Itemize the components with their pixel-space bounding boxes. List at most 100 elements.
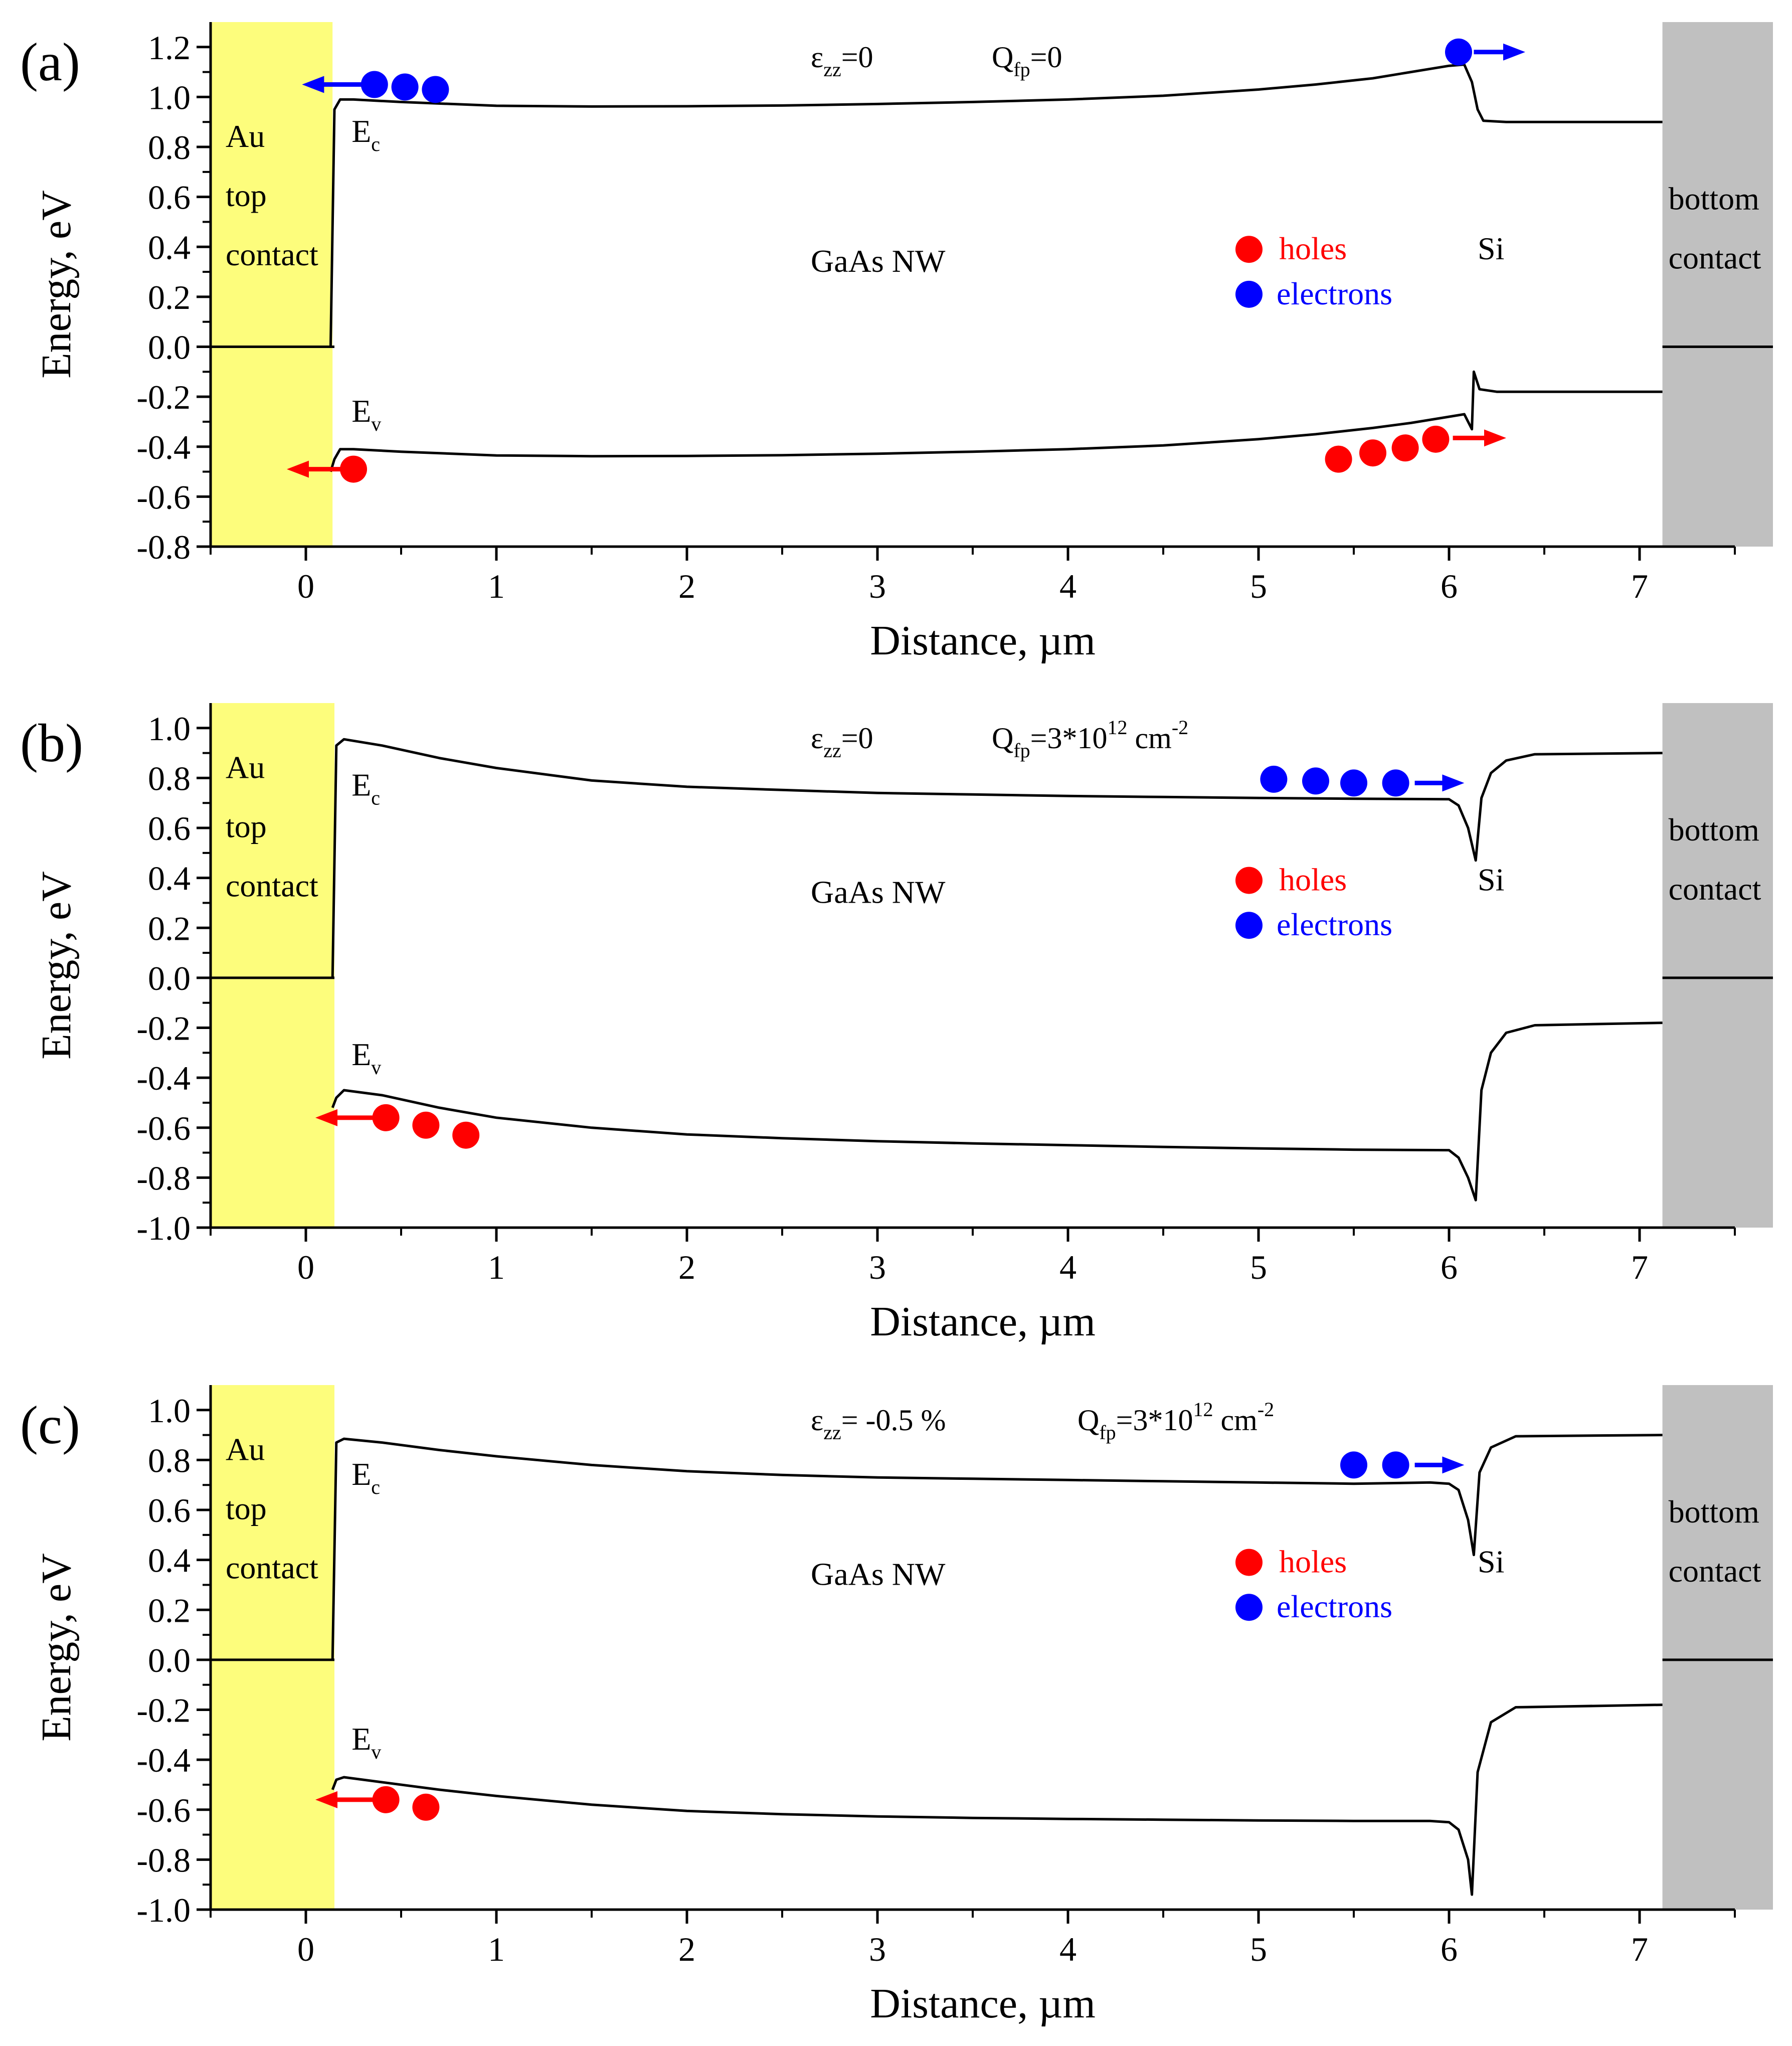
x-tick-label: 4 xyxy=(1059,1930,1077,1968)
ev-label: Ev xyxy=(351,393,381,435)
y-tick-label: -1.0 xyxy=(136,1209,191,1247)
x-tick-label: 2 xyxy=(678,567,695,605)
bottom-contact-region xyxy=(1662,703,1773,1228)
legend-electrons-marker xyxy=(1235,1594,1263,1621)
y-tick-label: 0.2 xyxy=(148,1591,191,1629)
legend-electrons-label: electrons xyxy=(1277,907,1392,942)
y-tick-label: 1.0 xyxy=(148,1392,191,1430)
legend-holes-label: holes xyxy=(1279,1544,1347,1580)
holes-arrow-head xyxy=(315,1109,337,1126)
panel-c: -1.0 -0.8 -0.6 -0.4 -0.2 0.0 0.2 0.4 0.6 0.8 1.0 0 1… xyxy=(20,1385,1773,2027)
legend-holes-marker xyxy=(1235,1549,1263,1576)
strain-annotation: εzz=0 xyxy=(811,722,873,762)
electron-marker xyxy=(1382,769,1409,797)
hole-marker xyxy=(1325,445,1352,473)
x-tick-label: 3 xyxy=(869,1930,886,1968)
y-tick-label: -0.2 xyxy=(136,1009,191,1048)
bottom-contact-region xyxy=(1662,22,1773,547)
top-contact-label-1: Au xyxy=(226,118,265,154)
top-contact-label-2: top xyxy=(226,178,267,213)
electron-marker xyxy=(1340,769,1367,797)
top-contact-label-3: contact xyxy=(226,1550,318,1585)
bottom-contact-label-2: contact xyxy=(1669,240,1761,276)
top-contact-label-1: Au xyxy=(226,749,265,785)
electron-marker xyxy=(1382,1451,1409,1479)
panel-label: (a) xyxy=(20,33,80,92)
top-contact-label-3: contact xyxy=(226,237,318,272)
nanowire-label: GaAs NW xyxy=(811,243,946,279)
y-tick-label: 0.8 xyxy=(148,128,191,166)
x-tick-label: 5 xyxy=(1250,567,1267,605)
x-tick-label: 6 xyxy=(1441,1930,1458,1968)
y-tick-label: 0.4 xyxy=(148,860,191,898)
electron-marker xyxy=(391,73,419,101)
bottom-contact-region xyxy=(1662,1385,1773,1910)
panel-label: (c) xyxy=(20,1396,80,1455)
x-tick-label: 3 xyxy=(869,567,886,605)
x-tick-label: 7 xyxy=(1631,1248,1648,1286)
x-tick-label: 7 xyxy=(1631,1930,1648,1968)
x-tick-label: 4 xyxy=(1059,567,1077,605)
legend-holes-label: holes xyxy=(1279,862,1347,898)
y-tick-label: -0.8 xyxy=(136,1841,191,1879)
legend-electrons-label: electrons xyxy=(1277,276,1392,311)
x-axis-title: Distance, µm xyxy=(870,1298,1096,1345)
band-ec xyxy=(331,1434,1663,1660)
legend-holes-marker xyxy=(1235,236,1263,263)
y-tick-label: 0.8 xyxy=(148,759,191,797)
x-axis-title: Distance, µm xyxy=(870,1980,1096,2027)
y-tick-label: 0.6 xyxy=(148,1491,191,1529)
electrons-arrow-head xyxy=(1503,43,1525,61)
top-contact-label-2: top xyxy=(226,1490,267,1526)
ec-label: Ec xyxy=(351,1456,380,1498)
y-tick-label: -0.4 xyxy=(136,1741,191,1779)
legend-holes-marker xyxy=(1235,867,1263,894)
legend-electrons-marker xyxy=(1235,912,1263,939)
y-tick-label: 0.4 xyxy=(148,1542,191,1580)
substrate-label: Si xyxy=(1478,1544,1504,1580)
electron-marker xyxy=(422,76,449,103)
y-tick-label: -0.8 xyxy=(136,528,191,566)
x-tick-label: 0 xyxy=(297,1930,314,1968)
electron-marker xyxy=(1445,38,1472,66)
hole-marker xyxy=(412,1793,440,1821)
y-tick-label: -0.8 xyxy=(136,1159,191,1197)
band-ec xyxy=(329,63,1663,347)
panel-b: -1.0 -0.8 -0.6 -0.4 -0.2 0.0 0.2 0.4 0.6 0.8 1.0 0 1… xyxy=(20,703,1773,1345)
electron-marker xyxy=(1340,1451,1367,1479)
substrate-label: Si xyxy=(1478,231,1504,266)
y-tick-label: 0.0 xyxy=(148,959,191,997)
ev-label: Ev xyxy=(351,1721,381,1763)
y-tick-label: 0.0 xyxy=(148,328,191,367)
x-tick-label: 5 xyxy=(1250,1248,1267,1286)
top-contact-region xyxy=(211,22,333,547)
top-contact-label-2: top xyxy=(226,808,267,844)
y-tick-label: 0.2 xyxy=(148,278,191,316)
charge-annotation: Qfp=0 xyxy=(992,41,1062,81)
y-tick-label: -1.0 xyxy=(136,1891,191,1929)
x-tick-label: 7 xyxy=(1631,567,1648,605)
x-tick-label: 6 xyxy=(1441,1248,1458,1286)
top-contact-label-3: contact xyxy=(226,868,318,903)
hole-marker xyxy=(372,1786,400,1813)
y-tick-label: 0.4 xyxy=(148,228,191,266)
x-tick-label: 1 xyxy=(488,567,505,605)
bottom-contact-label-1: bottom xyxy=(1669,181,1759,217)
holes-arrow-head xyxy=(1484,429,1506,447)
x-tick-label: 3 xyxy=(869,1248,886,1286)
x-tick-label: 1 xyxy=(488,1930,505,1968)
substrate-label: Si xyxy=(1478,862,1504,898)
y-tick-label: 1.2 xyxy=(148,29,191,67)
x-tick-label: 4 xyxy=(1059,1248,1077,1286)
top-contact-region xyxy=(211,1385,334,1910)
ec-label: Ec xyxy=(351,767,380,809)
bottom-contact-label-1: bottom xyxy=(1669,812,1759,847)
band-ev xyxy=(331,1021,1663,1202)
hole-marker xyxy=(1422,425,1450,453)
electrons-arrow-head xyxy=(1442,774,1465,792)
panel-a: -0.8 -0.6 -0.4 -0.2 0.0 0.2 0.4 0.6 0.8 1.0 1.2 0 1 2… xyxy=(20,22,1773,664)
panel-label: (b) xyxy=(20,714,83,773)
hole-marker xyxy=(1391,434,1419,462)
y-tick-label: 0.8 xyxy=(148,1441,191,1479)
electrons-arrow-head xyxy=(302,76,324,93)
